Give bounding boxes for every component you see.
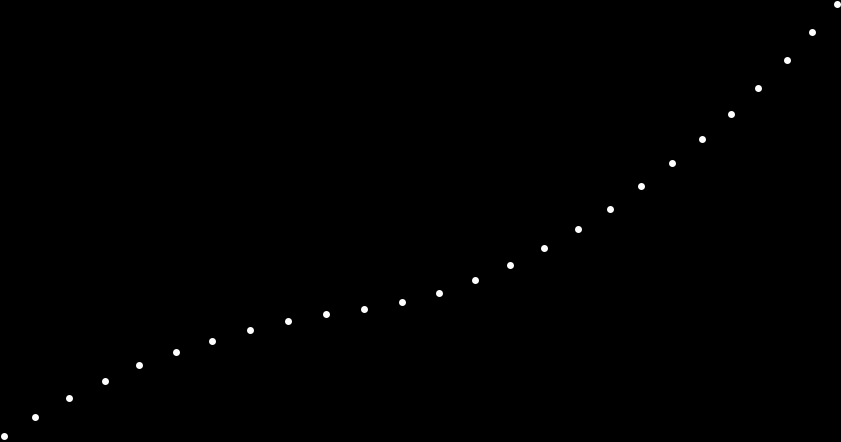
scatter-point [398, 298, 406, 306]
scatter-point [506, 261, 514, 269]
scatter-point [808, 28, 816, 36]
scatter-point [783, 56, 791, 64]
scatter-point [606, 205, 614, 213]
scatter-point [574, 225, 582, 233]
scatter-point [435, 289, 443, 297]
scatter-point [833, 0, 841, 8]
scatter-point [637, 182, 645, 190]
scatter-point [0, 432, 8, 440]
scatter-point [172, 348, 180, 356]
scatter-point [284, 317, 292, 325]
scatter-point [101, 377, 109, 385]
scatter-point [322, 310, 330, 318]
scatter-point [727, 110, 735, 118]
scatter-point [540, 244, 548, 252]
scatter-point [135, 361, 143, 369]
scatter-point [208, 337, 216, 345]
scatter-point [246, 326, 254, 334]
scatter-point [65, 394, 73, 402]
scatter-point [668, 159, 676, 167]
scatter-point [698, 135, 706, 143]
scatter-point [754, 84, 762, 92]
scatter-point [31, 413, 39, 421]
scatter-point [471, 276, 479, 284]
scatter-point [360, 305, 368, 313]
